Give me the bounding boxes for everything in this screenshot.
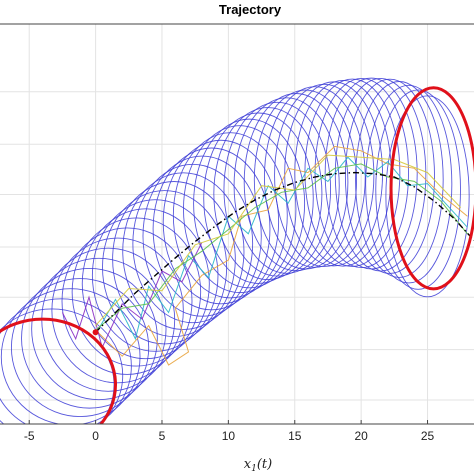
x-axis-label-arg: (t) — [257, 457, 272, 472]
tube-ellipse — [162, 139, 280, 305]
tube-ellipse — [81, 208, 210, 360]
start-point-marker — [92, 329, 99, 336]
tube-ellipse — [132, 163, 254, 324]
x-axis-label-x: x — [244, 457, 252, 472]
tube-ellipse — [355, 81, 444, 278]
tube-ellipse — [10, 278, 150, 417]
axes: -5 0 5 10 15 20 25 — [0, 23, 474, 443]
tube-ellipse — [152, 147, 271, 311]
tube-ellipse — [183, 125, 297, 294]
tube-ellipse — [122, 172, 245, 331]
x-tick-label: 0 — [92, 429, 99, 443]
tube-ellipse — [142, 155, 262, 317]
plot-area — [0, 77, 474, 424]
tube-ellipse — [223, 101, 332, 277]
tube-ellipse — [31, 257, 167, 401]
tube-ellipse — [385, 95, 470, 298]
tube-ellipse — [71, 217, 202, 367]
x-tick-label: 20 — [354, 429, 368, 443]
sample-trajectory-line — [61, 242, 203, 349]
tube-ellipse — [51, 237, 184, 384]
reference-trajectory-line — [95, 171, 474, 333]
x-axis-label: x1(t) — [244, 457, 272, 474]
x-tick-label: 10 — [222, 429, 236, 443]
x-tick-label: 5 — [159, 429, 166, 443]
sample-trajectory-line — [95, 163, 468, 331]
tube-ellipse — [193, 118, 306, 289]
tube-ellipse — [172, 132, 288, 299]
initial-set-ellipse — [0, 317, 117, 424]
tube-ellipse — [375, 89, 461, 290]
tube-ellipse — [233, 97, 340, 274]
tube-ellipse — [365, 84, 453, 284]
chart-title: Trajectory — [219, 2, 282, 17]
x-tick-label: -5 — [24, 429, 35, 443]
tube-ellipse — [0, 288, 141, 424]
tube-ellipse — [61, 227, 193, 375]
tube-ellipse — [91, 199, 219, 352]
final-set-ellipse — [389, 86, 474, 291]
x-tick-label: 15 — [288, 429, 302, 443]
tube-ellipse — [274, 83, 375, 268]
x-axis-label-sub: 1 — [251, 464, 257, 474]
tube-ellipse — [253, 89, 358, 270]
sample-trajectory-line — [95, 154, 462, 326]
tube-ellipse — [21, 267, 158, 409]
tube-ellipse — [203, 112, 314, 284]
tube-ellipse — [263, 86, 366, 268]
x-tick-label: 25 — [421, 429, 435, 443]
tube-ellipse — [112, 181, 236, 337]
